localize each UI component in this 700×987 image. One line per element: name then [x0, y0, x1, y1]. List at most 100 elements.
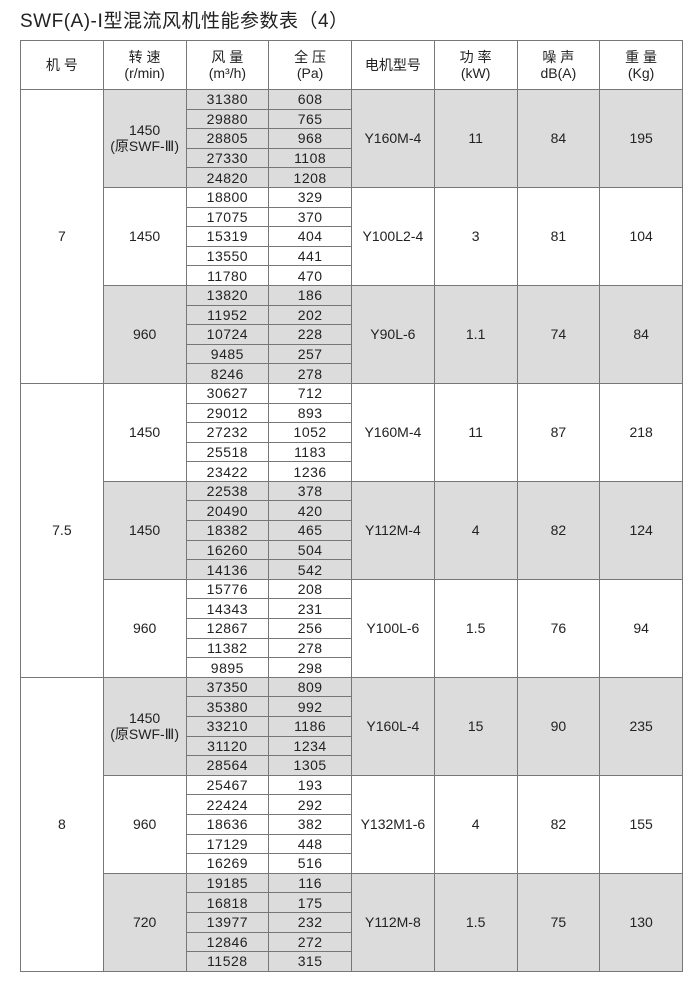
airflow-cell: 35380	[185, 696, 270, 717]
table-row: 31120 1234	[21, 735, 683, 757]
header-unit: (kW)	[460, 65, 491, 81]
pressure-cell: 175	[268, 892, 352, 913]
machine-no: 7	[20, 89, 104, 384]
table-row: 12867 256	[21, 618, 683, 639]
airflow-cell: 20490	[185, 500, 270, 522]
machine-no: 8	[20, 676, 104, 972]
table-row: 1450 18800 329 Y100L2-4 3 81 104	[21, 186, 683, 286]
table-row: 11952 202	[21, 304, 683, 326]
pressure-cell: 765	[268, 108, 352, 130]
noise-cell: 82	[516, 774, 601, 874]
table-row: 960 25467 193 Y132M1-6 4 82 155	[21, 774, 683, 874]
table-row: 16260 504	[21, 539, 683, 561]
header-unit: (Kg)	[627, 65, 655, 81]
motor-model-cell: Y132M1-6	[351, 774, 435, 874]
pressure-cell: 809	[268, 676, 352, 698]
header-unit: dB(A)	[540, 65, 577, 81]
table-row: 16818 175	[21, 892, 683, 913]
header-pressure: 全 压 (Pa)	[268, 40, 352, 90]
header-label: 重 量	[625, 49, 658, 65]
table-row: 720 19185 116 Y112M-8 1.5 75 130	[21, 872, 683, 972]
pressure-cell: 292	[268, 794, 352, 815]
table-row: 9485 257	[21, 343, 683, 365]
table-row: 1450 22538 378 Y112M-4 4 82 124	[21, 480, 683, 580]
speed-cell: 720	[102, 872, 187, 972]
motor-model-cell: Y160M-4	[351, 89, 435, 188]
speed-cell: 1450	[102, 186, 187, 286]
table-row: 14343 231	[21, 598, 683, 620]
pressure-cell: 370	[268, 206, 352, 228]
header-row: 机 号转 速 (r/min) 风 量 (m³/h) 全 压 (Pa) 电机型号功 率 (kW)…	[20, 40, 683, 90]
airflow-cell: 28805	[185, 128, 270, 149]
pressure-cell: 465	[268, 520, 352, 541]
noise-cell: 81	[516, 186, 601, 286]
pressure-cell: 382	[268, 813, 352, 835]
table-row: 7.5 1450 30627 712 Y160M-4 11 87 218	[20, 382, 683, 678]
table-row: 11382 278	[21, 637, 683, 659]
table-row: 7 1450 (原SWF-Ⅲ) 31380 608 Y160M-4 11 84 195	[20, 89, 683, 384]
airflow-cell: 29012	[185, 402, 270, 424]
speed-note: (原SWF-Ⅲ)	[110, 138, 179, 155]
header-unit: (r/min)	[124, 65, 165, 81]
airflow-cell: 14136	[185, 559, 270, 580]
noise-cell: 87	[516, 382, 601, 482]
pressure-cell: 516	[268, 853, 352, 874]
airflow-cell: 17129	[185, 833, 270, 855]
airflow-cell: 22424	[185, 794, 270, 815]
motor-model-cell: Y100L-6	[351, 578, 435, 678]
header-unit: (m³/h)	[208, 65, 247, 81]
airflow-cell: 13977	[185, 911, 270, 933]
pressure-cell: 1108	[268, 147, 352, 169]
airflow-cell: 16269	[185, 853, 270, 874]
airflow-cell: 14343	[185, 598, 270, 620]
airflow-cell: 11780	[185, 265, 270, 286]
pressure-cell: 470	[268, 265, 352, 286]
header-label: 噪 声	[542, 49, 575, 65]
airflow-cell: 19185	[185, 872, 270, 894]
page-title: SWF(A)-Ⅰ型混流风机性能参数表（4）	[20, 11, 349, 32]
table-row: 960 13820 186 Y90L-6 1.1 74 84	[21, 284, 683, 384]
noise-cell: 74	[516, 284, 601, 384]
pressure-cell: 186	[268, 284, 352, 306]
header-speed: 转 速 (r/min)	[102, 40, 187, 90]
motor-model-cell: Y90L-6	[351, 284, 435, 384]
speed-note: (原SWF-Ⅲ)	[110, 726, 179, 743]
pressure-cell: 278	[268, 637, 352, 659]
table-row: 18636 382	[21, 813, 683, 835]
speed-cell: 1450	[102, 382, 187, 482]
table-row: 27330 1108	[21, 147, 683, 169]
airflow-cell: 10724	[185, 324, 270, 345]
pressure-cell: 231	[268, 598, 352, 620]
airflow-cell: 13820	[185, 284, 270, 306]
table-row: 22424 292	[21, 794, 683, 815]
power-cell: 4	[433, 480, 518, 580]
airflow-cell: 9895	[185, 657, 270, 678]
pressure-cell: 298	[268, 657, 352, 678]
header-machine-no: 机 号	[20, 40, 104, 90]
table-row: 27232 1052	[21, 422, 683, 443]
speed-value: 1450	[129, 710, 161, 727]
performance-table: 机 号转 速 (r/min) 风 量 (m³/h) 全 压 (Pa) 电机型号功 率 (kW)…	[20, 40, 683, 972]
pressure-cell: 404	[268, 226, 352, 247]
pressure-cell: 608	[268, 89, 352, 110]
airflow-cell: 12867	[185, 618, 270, 639]
power-cell: 1.1	[433, 284, 518, 384]
pressure-cell: 448	[268, 833, 352, 855]
table-row: 25518 1183	[21, 441, 683, 463]
noise-cell: 76	[516, 578, 601, 678]
pressure-cell: 1234	[268, 735, 352, 757]
noise-cell: 75	[516, 872, 601, 972]
power-cell: 11	[433, 89, 518, 188]
header-motor-model: 电机型号	[351, 40, 435, 90]
pressure-cell: 116	[268, 872, 352, 894]
motor-model-cell: Y112M-4	[351, 480, 435, 580]
pressure-cell: 504	[268, 539, 352, 561]
pressure-cell: 232	[268, 911, 352, 933]
weight-cell: 84	[599, 284, 683, 384]
speed-cell: 960	[102, 284, 187, 384]
speed-cell: 1450	[102, 480, 187, 580]
noise-cell: 90	[516, 676, 601, 776]
noise-cell: 84	[516, 89, 601, 188]
header-label: 风 量	[211, 49, 244, 65]
table-row: 9895 298	[21, 657, 683, 678]
